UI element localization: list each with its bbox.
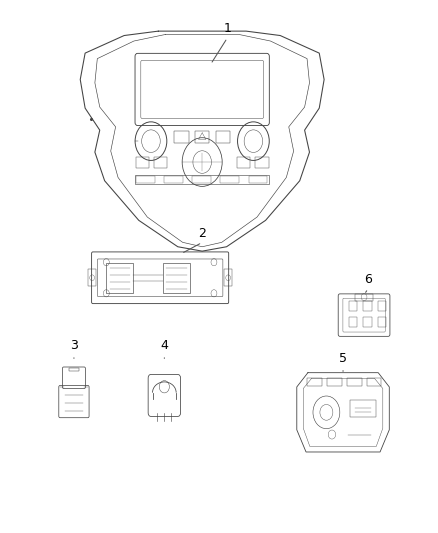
Text: 5: 5	[339, 352, 347, 365]
Bar	[88, 269, 96, 286]
Bar	[378, 301, 386, 311]
Bar	[164, 176, 183, 183]
Bar	[237, 157, 250, 167]
Bar	[136, 176, 155, 183]
Bar	[367, 378, 381, 386]
Bar	[349, 301, 357, 311]
Text: 1: 1	[223, 22, 231, 35]
Bar	[224, 269, 232, 286]
Bar	[255, 157, 268, 167]
Text: 6: 6	[364, 273, 372, 286]
Bar	[163, 263, 190, 293]
Bar	[363, 317, 372, 327]
Bar	[220, 176, 239, 183]
Bar	[174, 131, 189, 143]
Bar	[69, 368, 79, 372]
Bar	[327, 378, 342, 386]
Bar	[192, 176, 211, 183]
Bar	[248, 176, 267, 183]
Bar	[154, 157, 167, 167]
Bar	[349, 317, 357, 327]
Bar	[355, 294, 373, 301]
Bar	[106, 263, 133, 293]
Text: 2: 2	[198, 227, 206, 240]
Bar	[195, 131, 209, 143]
Bar	[350, 400, 376, 417]
Bar	[378, 317, 386, 327]
Bar	[363, 301, 372, 311]
Bar	[136, 157, 149, 167]
Bar	[215, 131, 230, 143]
Text: 4: 4	[160, 340, 168, 352]
Text: 3: 3	[70, 340, 78, 352]
Bar	[307, 378, 322, 386]
Bar	[135, 175, 269, 184]
Bar	[347, 378, 361, 386]
